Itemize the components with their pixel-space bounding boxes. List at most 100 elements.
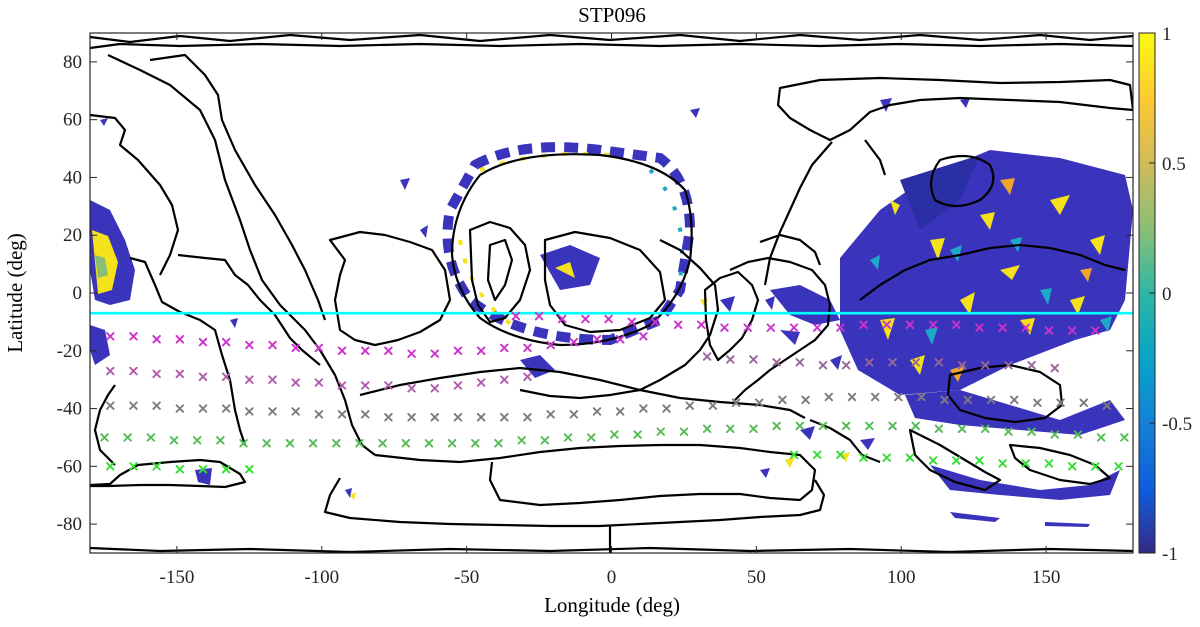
x-marker-point xyxy=(447,438,457,448)
x-marker-point xyxy=(1021,459,1031,468)
x-marker-point xyxy=(685,401,694,410)
x-marker-point xyxy=(430,349,440,358)
x-marker-point xyxy=(517,436,526,445)
colorbar-ticks: 1 0.5 0 -0.5 -1 xyxy=(1149,24,1192,565)
x-marker-point xyxy=(662,404,671,413)
x-marker-point xyxy=(998,459,1007,468)
x-marker-point xyxy=(152,401,161,410)
x-marker-point xyxy=(592,334,602,344)
x-marker-point xyxy=(314,410,324,419)
x-marker-point xyxy=(1044,326,1054,335)
x-marker-point xyxy=(592,407,602,416)
x-marker-point xyxy=(500,343,509,353)
x-marker-point xyxy=(360,346,370,356)
x-marker-point xyxy=(795,358,805,367)
x-marker-point xyxy=(1044,459,1054,468)
x-marker-point xyxy=(980,360,990,370)
x-marker-point xyxy=(772,421,781,431)
x-marker-point xyxy=(812,450,822,460)
x-axis: -150 -100 -50 0 50 100 150 xyxy=(160,33,1061,588)
x-marker-point xyxy=(1102,401,1112,410)
x-marker-point xyxy=(859,320,868,330)
x-marker-point xyxy=(957,424,967,434)
x-marker-point xyxy=(818,360,828,370)
x-marker-point xyxy=(407,384,416,393)
x-marker-point xyxy=(123,433,132,442)
x-marker-point xyxy=(314,378,324,387)
x-marker-point xyxy=(476,378,486,387)
x-marker-point xyxy=(1050,430,1060,439)
x-marker-point xyxy=(291,343,300,353)
x-marker-point xyxy=(129,462,138,471)
x-marker-point xyxy=(1114,462,1123,471)
x-marker-point xyxy=(870,392,880,402)
x-marker-point xyxy=(952,456,961,465)
x-marker-point xyxy=(453,412,463,422)
x-marker-point xyxy=(963,395,973,405)
x-marker-point xyxy=(546,410,555,419)
x-tick-label: 150 xyxy=(1032,567,1061,588)
x-marker-point xyxy=(337,346,347,356)
x-tick-label: -100 xyxy=(304,567,339,588)
x-marker-point xyxy=(221,372,231,382)
x-marker-point xyxy=(789,323,799,332)
x-marker-point xyxy=(500,412,509,422)
x-marker-point xyxy=(268,340,277,350)
x-marker-point xyxy=(778,395,787,405)
x-marker-point xyxy=(615,407,625,416)
x-marker-point xyxy=(905,453,915,462)
x-marker-point xyxy=(615,334,625,344)
colorbar-tick-label: 0 xyxy=(1162,284,1172,305)
x-marker-point xyxy=(749,424,758,434)
x-marker-point xyxy=(650,317,660,327)
x-marker-point xyxy=(824,392,834,402)
scattered-patches xyxy=(100,98,970,500)
x-marker-point xyxy=(384,346,393,356)
x-marker-point xyxy=(586,433,596,442)
x-marker-point xyxy=(152,369,161,379)
x-marker-point xyxy=(957,360,967,370)
x-marker-point xyxy=(534,311,544,321)
y-tick-label: -40 xyxy=(57,399,82,420)
x-marker-point xyxy=(546,340,555,350)
x-marker-point xyxy=(697,320,706,330)
x-marker-point xyxy=(268,375,277,384)
x-marker-point xyxy=(952,320,961,330)
x-marker-point xyxy=(1067,326,1077,335)
x-marker-point xyxy=(360,381,370,390)
y-tick-label: 40 xyxy=(63,167,82,188)
colorbar-tick-label: 1 xyxy=(1162,24,1172,45)
x-marker-point xyxy=(708,401,718,410)
x-marker-point xyxy=(986,395,996,405)
x-tick-label: 0 xyxy=(607,567,617,588)
x-marker-point xyxy=(656,427,666,436)
chart-title: STP096 xyxy=(578,3,646,27)
x-marker-point xyxy=(511,311,521,321)
x-marker-point xyxy=(639,332,648,341)
x-marker-point xyxy=(673,320,683,330)
x-marker-point xyxy=(453,381,463,390)
x-marker-point xyxy=(192,436,202,445)
x-marker-point xyxy=(569,410,579,419)
x-marker-point xyxy=(882,320,891,330)
x-marker-point xyxy=(911,421,920,431)
x-marker-point xyxy=(928,456,938,465)
x-marker-point xyxy=(407,412,416,422)
x-marker-point xyxy=(911,358,920,367)
y-tick-label: 80 xyxy=(63,52,82,73)
x-marker-point xyxy=(239,438,248,448)
x-marker-point xyxy=(221,404,231,413)
x-marker-point xyxy=(152,462,161,471)
x-marker-point xyxy=(523,343,532,353)
x-marker-point xyxy=(1004,360,1013,370)
x-marker-point xyxy=(894,392,903,402)
x-marker-point xyxy=(1096,433,1106,442)
x-marker-point xyxy=(841,360,851,370)
x-marker-point xyxy=(975,323,984,332)
x-marker-point xyxy=(975,456,984,465)
x-marker-point xyxy=(1009,395,1019,405)
colorbar-tick-label: -0.5 xyxy=(1162,414,1192,435)
x-marker-point xyxy=(384,412,393,422)
x-marker-point xyxy=(146,433,156,442)
